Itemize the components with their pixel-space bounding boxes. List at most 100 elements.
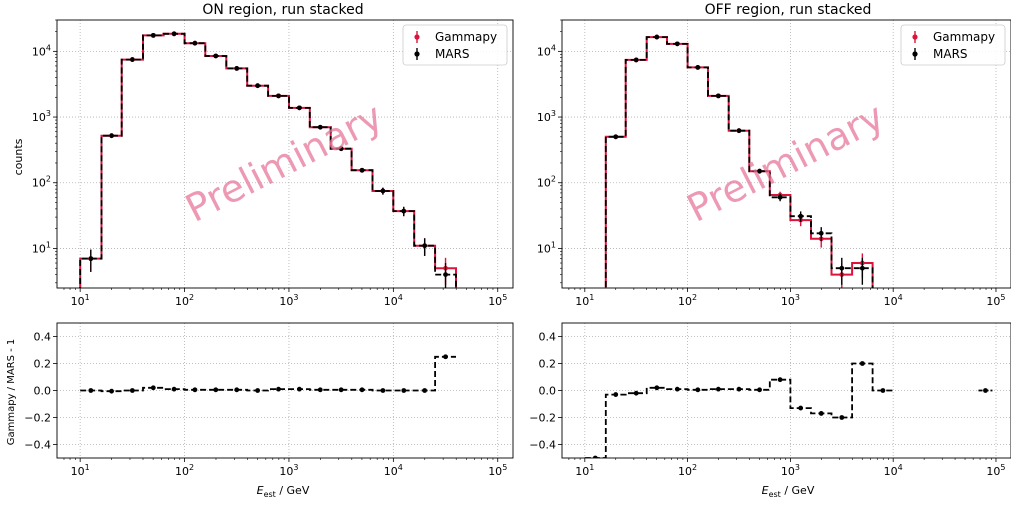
on-mars-point [276, 93, 281, 99]
on-panel-title: ON region, run stacked [202, 2, 363, 18]
on-mars-point [255, 83, 261, 89]
off-mars-point [777, 194, 783, 200]
off-mars-point [839, 265, 845, 271]
on-ratio-ytick-label: −0.4 [24, 439, 51, 452]
on-ratio-ratio-line [80, 355, 456, 393]
on-xtick-label-3-base: 10 [279, 295, 293, 308]
on-xtick-label-2-base: 10 [175, 295, 189, 308]
off-ratio-xtick-label-2-base: 10 [678, 465, 692, 478]
on-mars-point [88, 256, 94, 262]
off-ratio-xtick-label-4-exp: 4 [898, 463, 903, 472]
off-ratio-ytick-label: −0.4 [529, 439, 556, 452]
off-legend-marker [912, 51, 918, 57]
off-ytick-label-1-base: 10 [537, 242, 551, 255]
off-xtick-label-2-exp: 2 [692, 293, 697, 302]
off-xtick-label-3: 103 [781, 293, 800, 308]
on-ratio-ytick-label: 0.2 [34, 358, 52, 371]
off-ytick-label-1-exp: 1 [551, 240, 556, 249]
off-ytick-label-2-exp: 2 [551, 175, 556, 184]
on-ytick-label-4-base: 10 [32, 45, 46, 58]
on-ratio-xtick-label-4: 104 [384, 463, 403, 478]
off-ytick-label-3-base: 10 [537, 111, 551, 124]
on-xtick-label-4-exp: 4 [398, 293, 403, 302]
on-ratio-ratio-point [234, 387, 240, 393]
off-ratio-ratio-point [736, 386, 742, 392]
off-ratio-ratio-point [592, 455, 598, 458]
on-frame [56, 19, 514, 289]
on-mars-point [317, 124, 323, 130]
on-ytick-label-1: 101 [32, 240, 51, 255]
on-ratio-xtick-label-2: 102 [175, 463, 194, 478]
on-ratio-ratio-point [192, 387, 198, 393]
on-ytick-label-2-base: 10 [32, 177, 46, 190]
off-ratio-xtick-label-5: 105 [986, 463, 1005, 478]
on-mars-point [359, 167, 365, 173]
off-mars-point [818, 230, 824, 236]
on-ytick-label-3-base: 10 [32, 111, 46, 124]
on-ratio-xtick-label-4-base: 10 [384, 465, 398, 478]
off-legend-label: Gammapy [933, 30, 995, 44]
on-mars-point [192, 40, 198, 46]
on-xtick-label-4: 104 [384, 293, 403, 308]
on-ratio-ratio-point [317, 387, 323, 393]
on-mars-point [109, 133, 114, 139]
xlabel-e-right: E [762, 484, 769, 497]
ratio-left-xlabel: Eest / GeV [257, 484, 310, 499]
off-ytick-label-4-exp: 4 [551, 43, 556, 52]
on-ratio-xtick-label-3-exp: 3 [293, 463, 298, 472]
off-mars-point [757, 168, 762, 174]
on-ratio-ratio-point [213, 387, 219, 393]
off-ratio-ytick-label: 0.4 [539, 331, 557, 344]
off-ratio-plot-area [584, 361, 993, 458]
off-ratio-ratio-point [674, 386, 680, 392]
on-xtick-label-2: 102 [175, 293, 194, 308]
off-plot-area [604, 34, 874, 288]
off-frame [561, 19, 1011, 289]
on-mars-point [129, 57, 135, 62]
on-ratio-xtick-label-5-base: 10 [488, 465, 502, 478]
on-ratio-ratio-point [255, 388, 261, 393]
ratio-ylabel: Gammapy / MARS - 1 [6, 339, 17, 446]
off-ytick-label-4: 104 [537, 43, 556, 58]
on-xtick-label-5: 105 [488, 293, 507, 308]
on-mars-point [380, 188, 386, 194]
on-ratio-ytick-label: −0.2 [24, 412, 51, 425]
on-mars-point [296, 105, 302, 111]
off-ratio-ratio-point [839, 415, 845, 420]
on-ratio-xtick-label-5-exp: 5 [502, 463, 507, 472]
on-xtick-label-1-base: 10 [71, 295, 85, 308]
on-ratio-xtick-label-3: 103 [279, 463, 298, 478]
xlabel-sub: est [264, 490, 276, 499]
off-mars-point [613, 134, 619, 140]
off-ratio-ratio-point [880, 388, 886, 393]
on-ratio-ratio-point [276, 386, 281, 392]
on-xtick-label-1-exp: 1 [85, 293, 90, 302]
on-watermark: Preliminary [179, 94, 390, 231]
off-legend-label: MARS [933, 47, 968, 61]
off-xtick-label-3-base: 10 [781, 295, 795, 308]
xlabel-unit: / GeV [276, 484, 310, 497]
on-xtick-label-1: 101 [71, 293, 90, 308]
on-ratio-ratio-point [401, 388, 407, 393]
off-ratio-ytick-label: 0.2 [539, 358, 557, 371]
on-ratio-ratio-point [422, 388, 428, 393]
on-mars-point [401, 208, 407, 214]
off-xtick-label-3-exp: 3 [795, 293, 800, 302]
off-ratio-ratio-point [654, 385, 660, 391]
on-mars-point [150, 32, 156, 38]
on-ratio-xtick-label-2-base: 10 [175, 465, 189, 478]
off-ytick-label-2-base: 10 [537, 177, 551, 190]
on-ratio-ratio-point [171, 386, 177, 392]
on-ytick-label-3-exp: 3 [46, 109, 51, 118]
off-mars-line [604, 36, 874, 288]
on-mars-point [443, 272, 448, 277]
on-mars-point [338, 146, 344, 152]
off-xtick-label-4-base: 10 [884, 295, 898, 308]
on-ratio-ratio-point [338, 387, 344, 393]
off-ratio-xtick-label-1-base: 10 [575, 465, 589, 478]
off-ratio-ratio-point [613, 392, 619, 397]
off-xtick-label-4-exp: 4 [898, 293, 903, 302]
on-ratio-ratio-point [359, 387, 365, 393]
on-mars-point [234, 66, 240, 71]
